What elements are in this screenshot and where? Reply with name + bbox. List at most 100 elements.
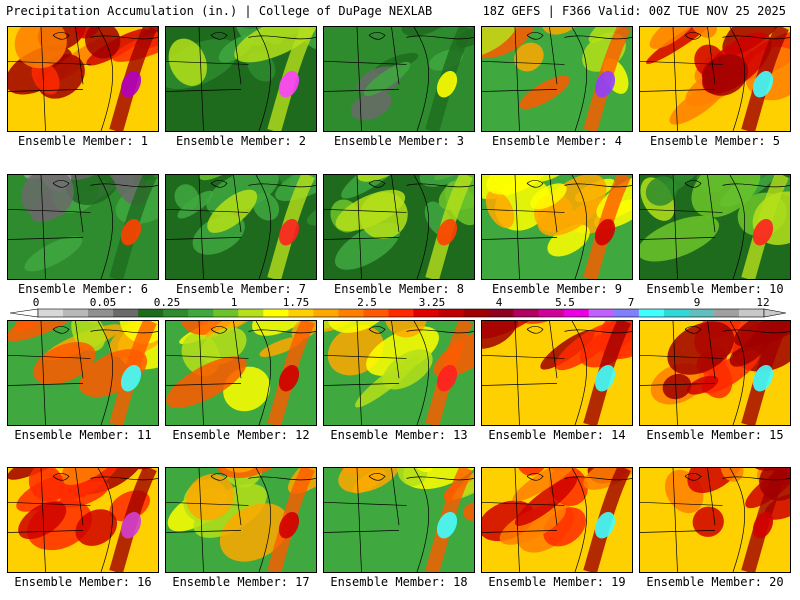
member-label: Ensemble Member: 13 (330, 428, 468, 442)
boundary-line (564, 35, 632, 40)
boundary-line (564, 476, 632, 481)
colorbar-tick-label: 0 (33, 298, 40, 309)
boundary-line (549, 321, 558, 379)
precip-contour (452, 468, 474, 500)
precip-max (278, 70, 300, 98)
precip-map (640, 175, 790, 279)
colorbar-swatch (113, 309, 139, 317)
precip-contour (21, 175, 74, 220)
precip-max (752, 511, 774, 539)
colorbar-swatch (188, 309, 214, 317)
ensemble-panel (639, 467, 791, 573)
boundary-line (707, 468, 716, 526)
boundary-line (324, 60, 407, 65)
ensemble-panel (165, 467, 317, 573)
boundary-line (324, 501, 407, 506)
boundary-line (97, 321, 114, 425)
precip-contour (600, 321, 627, 334)
precip-contour (686, 375, 719, 395)
colorbar-swatch (463, 309, 490, 317)
colorbar-swatch (538, 309, 565, 317)
colorbar-swatch (513, 309, 540, 317)
boundary-line (526, 472, 544, 481)
boundary-line (40, 27, 46, 131)
precip-max (120, 218, 142, 246)
member-label: Ensemble Member: 4 (491, 134, 623, 148)
precip-contour (688, 27, 718, 38)
precip-contour (530, 183, 567, 210)
boundary-line (324, 530, 400, 533)
precip-contour (537, 175, 607, 236)
boundary-line (40, 175, 46, 279)
boundary-line (406, 329, 474, 334)
member-label: Ensemble Member: 20 (646, 575, 784, 589)
boundary-line (8, 208, 91, 213)
boundary-line (640, 208, 723, 213)
boundary-line (97, 468, 114, 572)
precip-max (752, 364, 774, 392)
colorbar-swatch (663, 309, 690, 317)
boundary-line (8, 530, 84, 533)
boundary-line (640, 89, 716, 92)
ensemble-panel (323, 26, 475, 132)
boundary-line (640, 501, 723, 506)
precip-contour (352, 469, 386, 494)
boundary-line (8, 89, 84, 92)
boundary-line (255, 321, 272, 425)
boundary-line (75, 321, 84, 379)
ensemble-panel (481, 26, 633, 132)
colorbar-swatch (438, 309, 465, 317)
precip-contour (8, 468, 71, 480)
precip-map (482, 468, 632, 572)
precip-max (120, 70, 142, 98)
colorbar-tick-label: 1 (231, 298, 238, 309)
ensemble-panel (481, 174, 633, 280)
precip-contour (555, 322, 618, 371)
boundary-line (324, 237, 400, 240)
boundary-line (356, 175, 362, 279)
precip-contour (85, 27, 121, 59)
boundary-line (233, 321, 242, 379)
boundary-line (166, 237, 242, 240)
boundary-line (8, 383, 84, 386)
precip-max (436, 364, 458, 392)
precip-max (594, 70, 616, 98)
precip-contour (645, 176, 677, 206)
precip-contour (193, 484, 267, 538)
boundary-line (571, 175, 588, 279)
boundary-line (482, 237, 558, 240)
member-label: Ensemble Member: 9 (491, 282, 623, 296)
precip-map (8, 175, 158, 279)
colorbar-tick-label: 0.25 (154, 298, 181, 309)
member-label: Ensemble Member: 15 (646, 428, 784, 442)
member-label: Ensemble Member: 11 (14, 428, 152, 442)
precip-map (482, 27, 632, 131)
precip-map (8, 27, 158, 131)
boundary-line (248, 183, 316, 188)
boundary-line (514, 175, 520, 279)
precip-contour (486, 175, 547, 195)
boundary-line (166, 530, 242, 533)
precip-map (640, 468, 790, 572)
boundary-line (324, 208, 407, 213)
member-label: Ensemble Member: 12 (172, 428, 310, 442)
boundary-line (198, 175, 204, 279)
boundary-line (684, 472, 702, 481)
precip-contour (65, 175, 120, 206)
boundary-line (564, 183, 632, 188)
precip-contour (512, 468, 578, 502)
boundary-line (640, 237, 716, 240)
colorbar-swatch (213, 309, 239, 317)
colorbar-swatch (88, 309, 114, 317)
boundary-line (324, 354, 407, 359)
boundary-line (90, 476, 158, 481)
member-label: Ensemble Member: 3 (333, 134, 465, 148)
ensemble-panel (639, 26, 791, 132)
ensemble-panel (7, 320, 159, 426)
ensemble-panel (323, 320, 475, 426)
precip-contour (8, 321, 84, 342)
member-label: Ensemble Member: 7 (175, 282, 307, 296)
member-label: Ensemble Member: 18 (330, 575, 468, 589)
boundary-line (707, 175, 716, 233)
boundary-line (40, 468, 46, 572)
